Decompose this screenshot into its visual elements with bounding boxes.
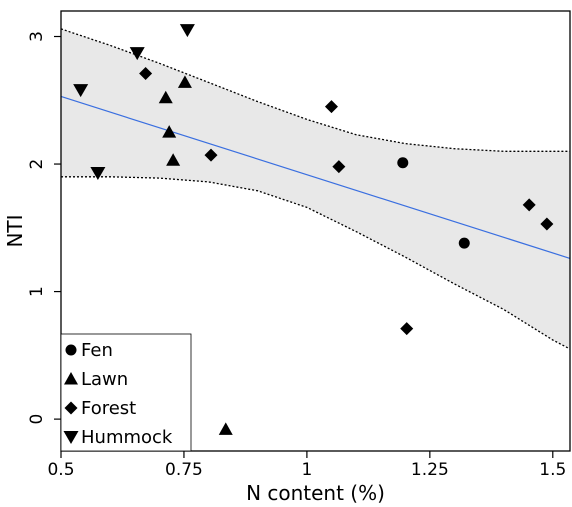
x-tick-label: 1.25 [411,460,449,480]
legend-marker-fen [65,344,77,356]
point-lawn [177,75,192,88]
plot-frame [60,10,571,452]
point-hummock [179,24,195,38]
legend-marker-lawn [64,372,78,385]
regression-line [60,95,571,259]
legend-label-forest: Forest [81,398,136,419]
y-tick-label: 1 [27,286,47,297]
x-tick-label: 1 [301,460,312,480]
x-tick-label: 0.75 [165,460,203,480]
y-tick-label: 2 [27,159,47,170]
confidence-band-layer [60,28,571,350]
point-hummock [73,84,89,98]
x-axis-title: N content (%) [246,481,385,505]
point-hummock [90,166,106,180]
point-fen [458,237,470,249]
point-forest [400,322,414,336]
point-lawn [166,153,181,166]
point-fen [397,157,409,169]
point-forest [324,100,338,114]
legend: Fen Lawn Forest Hummock [60,333,192,452]
y-axis-title: NTI [3,214,27,247]
legend-label-hummock: Hummock [81,427,173,448]
confidence-lower-line [61,176,571,350]
point-forest [204,148,218,162]
point-forest [540,217,554,231]
y-tick-label: 0 [27,414,47,425]
legend-label-fen: Fen [81,340,113,361]
x-tick-label: 0.5 [47,460,74,480]
point-lawn [162,125,177,138]
legend-box [60,333,192,452]
point-hummock [129,47,145,61]
point-lawn [218,422,233,435]
y-axis-ticks: 0 1 2 3 [27,31,61,425]
confidence-band [61,28,570,350]
point-forest [522,198,536,212]
fit-line-layer [60,95,571,259]
data-points-layer [73,24,554,435]
point-forest [139,66,153,80]
x-tick-label: 1.5 [539,460,566,480]
y-tick-label: 3 [27,31,47,42]
legend-marker-hummock [63,431,79,444]
point-forest [332,160,346,174]
legend-marker-forest [64,401,78,415]
point-lawn [158,90,173,104]
legend-label-lawn: Lawn [81,369,128,390]
x-axis-ticks: 0.5 0.75 1 1.25 1.5 [47,451,566,480]
